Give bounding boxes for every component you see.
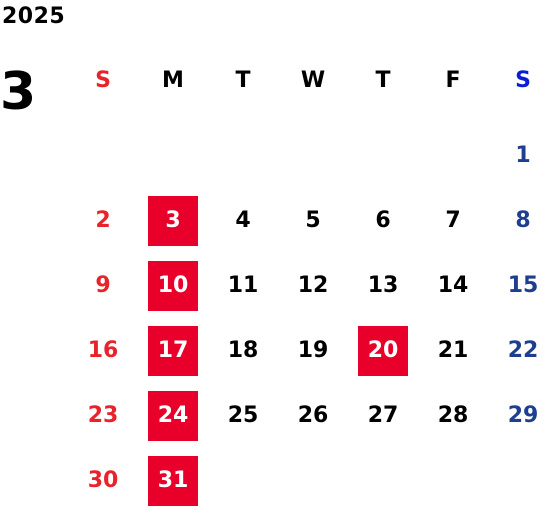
day-number [148, 131, 198, 181]
day-number: 16 [87, 338, 119, 363]
day-cell[interactable]: 21 [418, 318, 488, 383]
day-cell[interactable]: 30 [68, 448, 138, 513]
day-cell[interactable]: 15 [488, 253, 548, 318]
day-number: 20 [358, 325, 408, 376]
day-number: 15 [507, 273, 539, 298]
day-number: 30 [87, 468, 119, 493]
day-number: 8 [515, 208, 531, 233]
empty-day-cell [278, 123, 348, 188]
day-number: 25 [227, 403, 259, 428]
weekday-header: F [445, 68, 461, 93]
empty-day-cell [278, 448, 348, 513]
day-number [288, 131, 338, 181]
empty-day-cell [348, 123, 418, 188]
day-cell[interactable]: 3 [138, 188, 208, 253]
empty-day-cell [68, 123, 138, 188]
day-number: 28 [437, 403, 469, 428]
day-cell[interactable]: 13 [348, 253, 418, 318]
day-cell[interactable]: 18 [208, 318, 278, 383]
day-number: 11 [227, 273, 259, 298]
day-number: 23 [87, 403, 119, 428]
day-number [498, 456, 548, 506]
day-cell[interactable]: 10 [138, 253, 208, 318]
day-number: 9 [95, 273, 111, 298]
empty-day-cell [488, 448, 548, 513]
day-number: 24 [148, 390, 198, 441]
day-cell[interactable]: 24 [138, 383, 208, 448]
day-cell[interactable]: 29 [488, 383, 548, 448]
empty-day-cell [138, 123, 208, 188]
day-cell[interactable]: 4 [208, 188, 278, 253]
day-cell[interactable]: 26 [278, 383, 348, 448]
day-cell[interactable]: 22 [488, 318, 548, 383]
weekday-header: S [515, 68, 531, 93]
weekday-header: S [95, 68, 111, 93]
empty-day-cell [418, 448, 488, 513]
day-number: 17 [148, 325, 198, 376]
day-number: 19 [297, 338, 329, 363]
day-cell[interactable]: 16 [68, 318, 138, 383]
weekday-header: W [300, 68, 326, 93]
day-cell[interactable]: 20 [348, 318, 418, 383]
day-number: 2 [95, 208, 111, 233]
day-number: 18 [227, 338, 259, 363]
day-cell[interactable]: 28 [418, 383, 488, 448]
day-cell[interactable]: 11 [208, 253, 278, 318]
day-number [218, 456, 268, 506]
empty-day-cell [418, 123, 488, 188]
day-cell[interactable]: 19 [278, 318, 348, 383]
day-number: 5 [305, 208, 321, 233]
empty-day-cell [208, 123, 278, 188]
day-number [288, 456, 338, 506]
day-number: 27 [367, 403, 399, 428]
weekday-header: T [375, 68, 391, 93]
day-cell[interactable]: 9 [68, 253, 138, 318]
day-number: 4 [235, 208, 251, 233]
day-cell[interactable]: 17 [138, 318, 208, 383]
day-cell[interactable]: 27 [348, 383, 418, 448]
day-number: 31 [148, 455, 198, 506]
calendar-grid: S M T W T F S 1 2 3 4 5 6 7 8 9 10 11 12 13 14 15 16 17 18 19 20 21… [68, 58, 548, 513]
day-cell[interactable]: 7 [418, 188, 488, 253]
day-number [428, 456, 478, 506]
day-number: 22 [507, 338, 539, 363]
day-cell[interactable]: 25 [208, 383, 278, 448]
day-number: 3 [148, 195, 198, 246]
day-cell[interactable]: 23 [68, 383, 138, 448]
weekday-header: M [162, 68, 184, 93]
day-cell[interactable]: 6 [348, 188, 418, 253]
day-number [358, 131, 408, 181]
empty-day-cell [208, 448, 278, 513]
day-cell[interactable]: 14 [418, 253, 488, 318]
day-number: 6 [375, 208, 391, 233]
day-number: 13 [367, 273, 399, 298]
year-label: 2025 [2, 4, 66, 29]
day-number [78, 131, 128, 181]
day-cell[interactable]: 5 [278, 188, 348, 253]
month-number: 3 [0, 62, 37, 122]
day-number [218, 131, 268, 181]
day-number [358, 456, 408, 506]
weekday-header: T [235, 68, 251, 93]
day-number: 1 [515, 143, 531, 168]
empty-day-cell [348, 448, 418, 513]
day-cell[interactable]: 12 [278, 253, 348, 318]
day-number: 7 [445, 208, 461, 233]
day-number: 21 [437, 338, 469, 363]
day-number [428, 131, 478, 181]
day-cell[interactable]: 2 [68, 188, 138, 253]
day-cell[interactable]: 1 [488, 123, 548, 188]
day-number: 14 [437, 273, 469, 298]
day-cell[interactable]: 8 [488, 188, 548, 253]
day-cell[interactable]: 31 [138, 448, 208, 513]
day-number: 29 [507, 403, 539, 428]
day-number: 12 [297, 273, 329, 298]
day-number: 10 [148, 260, 198, 311]
day-number: 26 [297, 403, 329, 428]
